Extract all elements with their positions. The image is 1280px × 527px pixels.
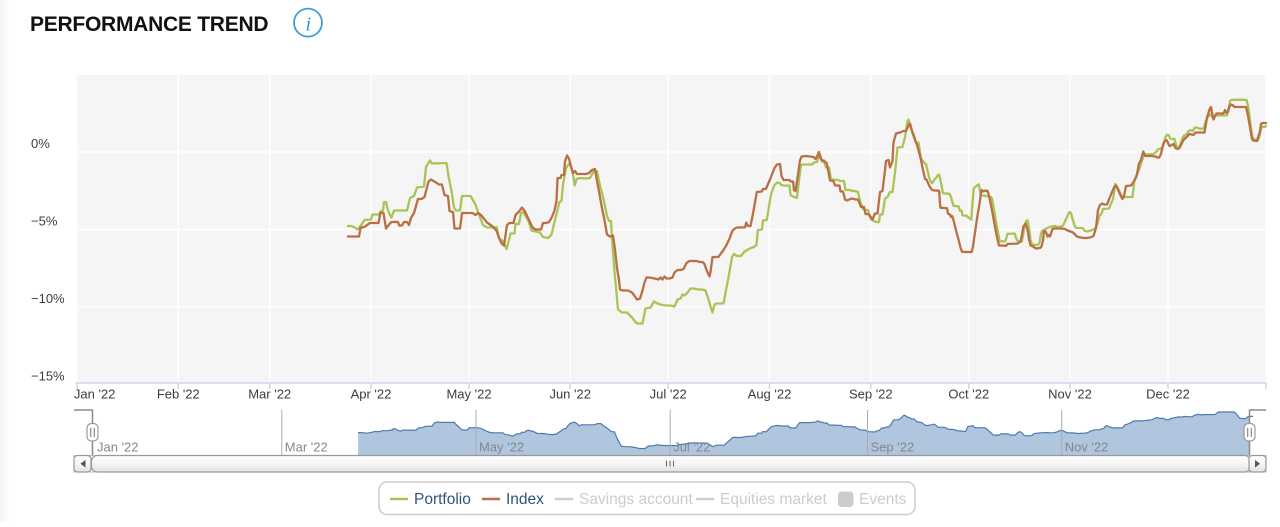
svg-text:Mar '22: Mar '22 <box>248 387 291 402</box>
svg-text:Events: Events <box>859 491 907 508</box>
svg-text:Jan '22: Jan '22 <box>97 440 139 455</box>
svg-text:May '22: May '22 <box>479 440 524 455</box>
svg-text:i: i <box>306 14 312 36</box>
svg-text:Jun '22: Jun '22 <box>549 387 591 402</box>
svg-text:Feb '22: Feb '22 <box>157 387 200 402</box>
svg-text:Equities market: Equities market <box>720 491 828 508</box>
svg-text:Mar '22: Mar '22 <box>285 440 328 455</box>
svg-text:−5%: −5% <box>31 214 58 229</box>
svg-text:Apr '22: Apr '22 <box>351 387 392 402</box>
svg-text:Oct '22: Oct '22 <box>948 387 989 402</box>
svg-text:Nov '22: Nov '22 <box>1065 440 1109 455</box>
svg-text:Jan '22: Jan '22 <box>74 387 116 402</box>
svg-text:Dec '22: Dec '22 <box>1146 387 1190 402</box>
svg-text:Aug '22: Aug '22 <box>748 387 792 402</box>
svg-text:−10%: −10% <box>31 291 65 306</box>
svg-text:Jul '22: Jul '22 <box>673 440 710 455</box>
svg-text:0%: 0% <box>31 136 50 151</box>
svg-text:Portfolio: Portfolio <box>414 491 471 508</box>
svg-text:Jul '22: Jul '22 <box>650 387 687 402</box>
svg-text:Nov '22: Nov '22 <box>1048 387 1092 402</box>
svg-text:Sep '22: Sep '22 <box>871 440 915 455</box>
svg-text:May '22: May '22 <box>446 387 491 402</box>
svg-text:Savings account: Savings account <box>579 491 693 508</box>
svg-text:−15%: −15% <box>31 369 65 384</box>
svg-text:Index: Index <box>506 491 544 508</box>
svg-text:Sep '22: Sep '22 <box>849 387 893 402</box>
svg-text:PERFORMANCE TREND: PERFORMANCE TREND <box>30 13 268 36</box>
